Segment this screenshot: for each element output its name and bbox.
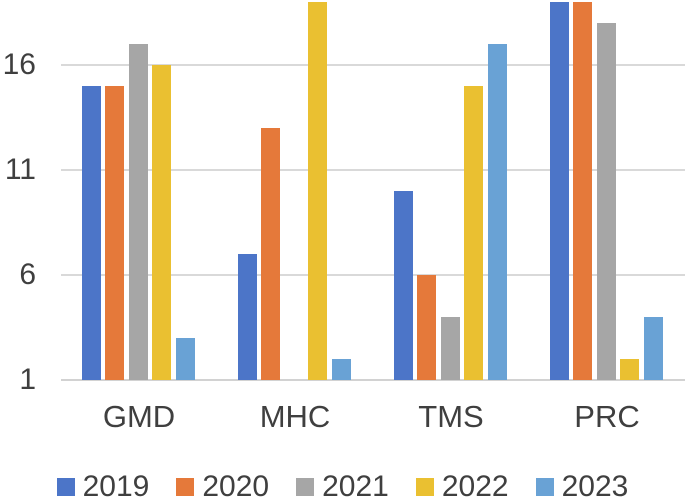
bar-2023-PRC (644, 317, 663, 380)
bar-2020-MHC (261, 128, 280, 380)
x-category-label-GMD: GMD (102, 399, 176, 434)
bar-2019-TMS (394, 191, 413, 380)
bar-2023-MHC (332, 359, 351, 380)
x-axis: GMD MHC TMS PRC (61, 399, 685, 439)
x-category-label-TMS: TMS (418, 399, 484, 434)
plot-area (61, 0, 685, 381)
bar-2022-GMD (152, 65, 171, 380)
bar-2022-MHC (308, 2, 327, 380)
bar-2023-GMD (176, 338, 195, 380)
legend-item-2023: 2023 (535, 470, 629, 504)
legend-label-2022: 2022 (441, 470, 509, 503)
bar-2019-PRC (550, 2, 569, 380)
legend-label-2020: 2020 (202, 470, 270, 503)
legend-item-2021: 2021 (296, 470, 389, 504)
legend-item-2022: 2022 (415, 470, 509, 504)
legend-swatch-2020 (176, 478, 195, 496)
y-tick-label-16: 16 (2, 48, 36, 81)
legend-swatch-2023 (535, 478, 554, 496)
gridline-16 (61, 64, 685, 66)
legend-label-2023: 2023 (561, 470, 629, 503)
legend-label-2019: 2019 (82, 470, 150, 503)
gridline-11 (61, 169, 685, 171)
x-category-label-PRC: PRC (574, 399, 640, 434)
legend-swatch-2022 (415, 478, 434, 496)
legend: 2019 2020 2021 2022 2023 (0, 470, 685, 504)
legend-swatch-2019 (56, 478, 75, 496)
bar-2023-TMS (488, 44, 507, 380)
bar-2022-PRC (620, 359, 639, 380)
y-tick-label-6: 6 (19, 258, 36, 291)
y-tick-label-1: 1 (19, 363, 36, 396)
bar-2021-PRC (597, 23, 616, 380)
legend-item-2020: 2020 (176, 470, 269, 504)
bar-2020-PRC (573, 2, 592, 380)
gridline-6 (61, 274, 685, 276)
legend-label-2021: 2021 (322, 470, 389, 503)
legend-item-2019: 2019 (56, 470, 150, 504)
legend-swatch-2021 (296, 478, 315, 496)
y-tick-label-11: 11 (4, 153, 36, 186)
x-category-label-MHC: MHC (259, 399, 331, 434)
bar-2019-GMD (82, 86, 101, 380)
y-axis: 1 6 11 16 (0, 0, 36, 400)
bar-2022-TMS (464, 86, 483, 380)
bar-2020-TMS (417, 275, 436, 380)
bar-2019-MHC (238, 254, 257, 380)
bar-2021-TMS (441, 317, 460, 380)
bar-2020-GMD (105, 86, 124, 380)
gridline-1 (61, 379, 685, 381)
bar-2021-GMD (129, 44, 148, 380)
